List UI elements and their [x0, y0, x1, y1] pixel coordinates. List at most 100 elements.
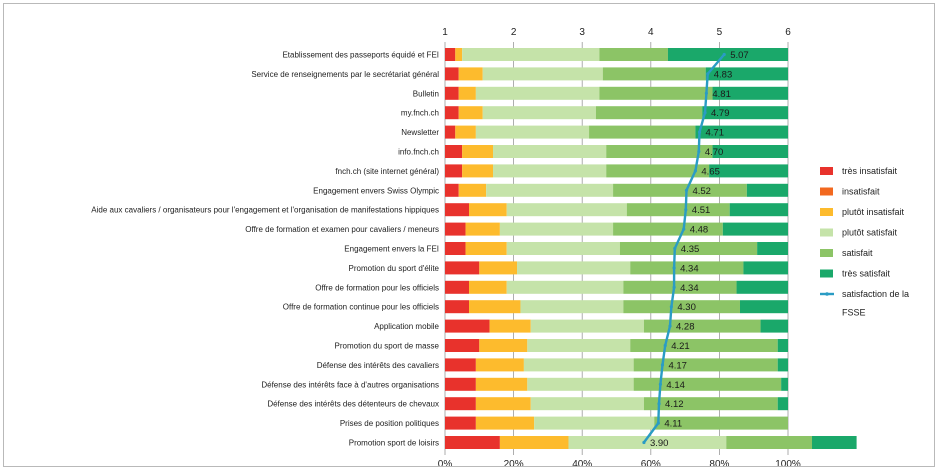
- satisfaction-value-label: 4.34: [680, 283, 699, 294]
- legend-swatch: [820, 187, 833, 196]
- satisfaction-point: [704, 91, 708, 95]
- satisfaction-point: [669, 305, 673, 309]
- bar-segment: [455, 125, 476, 139]
- bar-segment: [462, 164, 494, 178]
- category-label: info.fnch.ch: [398, 148, 439, 157]
- legend-swatch: [820, 228, 833, 237]
- legend-label: satisfait: [842, 248, 873, 258]
- bar-segment: [486, 183, 614, 197]
- satisfaction-point: [672, 285, 676, 289]
- satisfaction-value-label: 4.81: [712, 89, 731, 100]
- bar-segment: [702, 106, 788, 120]
- satisfaction-point: [682, 227, 686, 231]
- bar-segment: [729, 203, 788, 217]
- bar-segment: [777, 339, 788, 352]
- bottom-axis-tick-label: 0%: [438, 459, 453, 466]
- bar-segment: [506, 203, 627, 217]
- bar-segment: [589, 125, 696, 139]
- bar-segment: [445, 261, 480, 275]
- legend-swatch: [820, 167, 833, 175]
- satisfaction-point: [697, 130, 702, 134]
- top-axis-tick-label: 5: [717, 27, 723, 38]
- bar-segment: [595, 106, 703, 120]
- bar-segment: [520, 300, 624, 314]
- satisfaction-point: [663, 343, 667, 348]
- satisfaction-point: [656, 421, 660, 425]
- bar-segment: [527, 377, 634, 391]
- bar-segment: [445, 358, 476, 372]
- bar-segment: [445, 397, 476, 411]
- bar-segment: [743, 261, 788, 275]
- satisfaction-point: [673, 246, 677, 251]
- bottom-axis-tick-label: 80%: [709, 459, 729, 466]
- bar-segment: [626, 203, 730, 217]
- bar-segment: [469, 300, 521, 314]
- satisfaction-value-label: 4.21: [671, 341, 690, 352]
- satisfaction-value-label: 4.28: [676, 322, 695, 333]
- bar-segment: [602, 67, 706, 81]
- bar-segment: [527, 339, 631, 352]
- legend-label: plutôt insatisfait: [842, 207, 905, 217]
- satisfaction-point: [657, 402, 661, 406]
- bar-segment: [458, 183, 487, 197]
- satisfaction-point: [668, 324, 672, 328]
- satisfaction-point: [693, 169, 697, 173]
- satisfaction-value-label: 4.65: [701, 166, 720, 177]
- bar-segment: [606, 145, 713, 158]
- bar-segment: [445, 242, 466, 255]
- bar-segment: [445, 339, 480, 352]
- bar-segment: [445, 86, 459, 100]
- bar-segment: [479, 339, 528, 352]
- top-axis-tick-label: 6: [785, 27, 791, 38]
- satisfaction-value-label: 4.30: [677, 302, 696, 313]
- satisfaction-value-label: 4.17: [668, 360, 687, 371]
- bar-segment: [445, 416, 476, 430]
- bar-segment: [613, 183, 747, 197]
- bar-segment: [445, 203, 470, 217]
- bar-segment: [445, 377, 476, 391]
- satisfaction-point: [642, 440, 646, 445]
- bar-segment: [475, 377, 528, 391]
- bottom-axis-tick-label: 20%: [504, 459, 524, 466]
- satisfaction-value-label: 3.90: [650, 438, 669, 449]
- bar-segment: [462, 48, 600, 61]
- satisfaction-value-label: 4.79: [711, 108, 730, 119]
- bar-segment: [445, 164, 463, 178]
- bottom-axis-tick-label: 40%: [572, 459, 592, 466]
- category-label: Etablissement des passeports équidé et F…: [282, 51, 439, 60]
- category-label: fnch.ch (site internet général): [335, 167, 439, 176]
- bar-segment: [458, 86, 476, 100]
- satisfaction-point: [722, 52, 726, 57]
- bar-segment: [623, 300, 740, 314]
- bar-segment: [781, 377, 788, 391]
- bar-segment: [606, 164, 710, 178]
- bar-segment: [534, 416, 655, 430]
- category-label: Offre de formation et examen pour cavali…: [245, 225, 439, 234]
- bar-segment: [489, 319, 531, 333]
- bar-segment: [455, 48, 463, 61]
- category-label: Engagement envers la FEI: [344, 245, 439, 254]
- bar-segment: [475, 397, 531, 411]
- category-label: Défense des intérêts face à d'autres org…: [261, 380, 439, 389]
- legend-label: très satisfait: [842, 269, 891, 279]
- satisfaction-value-label: 5.07: [730, 50, 749, 61]
- bar-segment: [517, 261, 631, 275]
- satisfaction-value-label: 4.51: [692, 205, 711, 216]
- bar-segment: [506, 242, 620, 255]
- bar-segment: [475, 86, 600, 100]
- satisfaction-value-label: 4.83: [714, 69, 733, 80]
- bar-segment: [530, 319, 644, 333]
- satisfaction-value-label: 4.11: [664, 419, 682, 430]
- bar-segment: [726, 436, 813, 449]
- bar-segment: [777, 358, 788, 372]
- bar-segment: [523, 358, 634, 372]
- bar-segment: [506, 280, 624, 294]
- satisfaction-point: [684, 208, 688, 212]
- legend-label: plutôt satisfait: [842, 228, 898, 238]
- category-label: Bulletin: [413, 89, 439, 98]
- bar-segment: [458, 106, 483, 120]
- bar-segment: [739, 300, 788, 314]
- bar-segment: [599, 86, 713, 100]
- satisfaction-value-label: 4.52: [692, 186, 711, 197]
- legend-label: insatisfait: [842, 187, 880, 197]
